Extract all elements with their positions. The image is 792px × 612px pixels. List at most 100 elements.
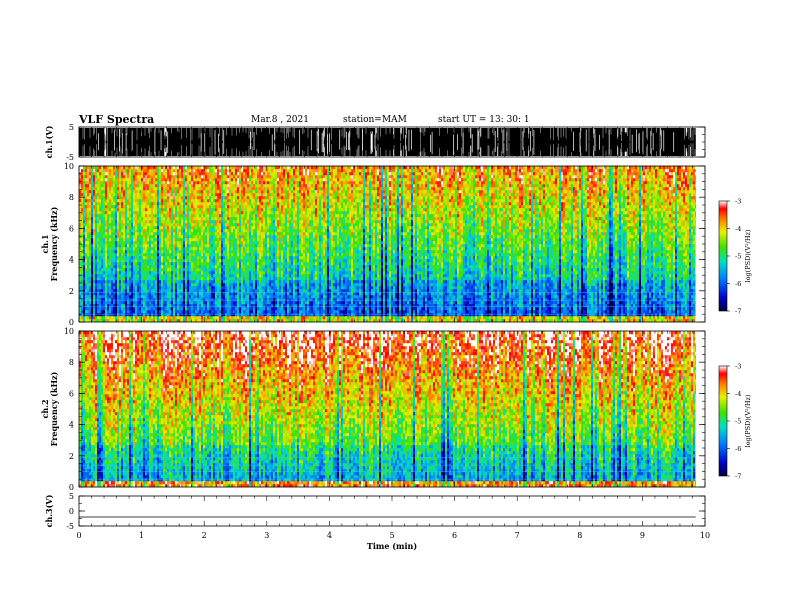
- ch1-spectrogram-cell: [159, 172, 162, 176]
- ch1-spectrogram-cell: [197, 196, 200, 200]
- ch1-spectrogram-cell: [83, 205, 86, 209]
- ch1-spectrogram-cell: [179, 250, 182, 254]
- ch1-spectrogram-cell: [237, 187, 240, 191]
- ch1-spectrogram-cell: [263, 181, 266, 185]
- ch1-spectrogram-cell: [171, 187, 174, 191]
- ch1-spectrogram-cell: [137, 277, 140, 281]
- ch1-spectrogram-cell: [205, 265, 208, 269]
- ch1-spectrogram-cell: [141, 241, 144, 245]
- ch1-spectrogram-cell: [261, 295, 264, 299]
- ch1-spectrogram-cell: [223, 196, 226, 200]
- ch1-spectrogram-cell: [159, 298, 162, 302]
- ch1-spectrogram-cell: [145, 196, 148, 200]
- ch1-spectrogram-cell: [137, 232, 140, 236]
- ch1-spectrogram-cell: [83, 175, 86, 179]
- ch1-spectrogram-cell: [101, 172, 104, 176]
- ch1-spectrogram-cell: [231, 226, 234, 230]
- ch1-spectrogram-cell: [109, 202, 112, 206]
- ch1-spectrogram-cell: [133, 241, 136, 245]
- ch1-spectrogram-cell: [203, 178, 206, 182]
- ch1-spectrogram-cell: [229, 202, 232, 206]
- ch1-spectrogram-cell: [95, 199, 98, 203]
- ch1-spectrogram-cell: [265, 199, 268, 203]
- ch1-spectrogram-cell: [151, 193, 154, 197]
- ch1-spectrogram-cell: [221, 235, 224, 239]
- ch1-spectrogram-cell: [91, 298, 94, 302]
- ch1-spectrogram-cell: [83, 268, 86, 272]
- ch1-spectrogram-cell: [123, 301, 126, 305]
- ch1-spectrogram-cell: [163, 166, 166, 170]
- ch1-spectrogram-cell: [131, 304, 134, 308]
- ch1-spectrogram-cell: [135, 217, 138, 221]
- ch1-spectrogram-cell: [193, 223, 196, 227]
- ch1-spectrogram-cell: [217, 217, 220, 221]
- ch1-spectrogram-cell: [173, 169, 176, 173]
- ch1-spectrogram-cell: [193, 205, 196, 209]
- ch1-spectrogram-cell: [215, 238, 218, 242]
- ch1-spectrogram-cell: [263, 193, 266, 197]
- ch1-spectrogram-cell: [235, 193, 238, 197]
- ch1-spectrogram-cell: [257, 292, 260, 296]
- ch1-spectrogram-cell: [241, 187, 244, 191]
- ch1-spectrogram-cell: [85, 250, 88, 254]
- ch1-spectrogram-cell: [171, 280, 174, 284]
- ch1-spectrogram-cell: [227, 271, 230, 275]
- ch1-spectrogram-cell: [205, 259, 208, 263]
- ch1-spectrogram-cell: [207, 184, 210, 188]
- ch1-spectrogram-cell: [145, 217, 148, 221]
- ch1-spectrogram-cell: [115, 289, 118, 293]
- ch1-spectrogram-cell: [221, 286, 224, 290]
- ch1-spectrogram-cell: [149, 238, 152, 242]
- ch1-spectrogram-cell: [149, 286, 152, 290]
- ch1-spectrogram-cell: [177, 232, 180, 236]
- ch1-spectrogram-cell: [137, 253, 140, 257]
- ch1-spectrogram-cell: [173, 238, 176, 242]
- ch1-spectrogram-cell: [141, 301, 144, 305]
- ch1-spectrogram-cell: [173, 307, 176, 311]
- ch1-spectrogram-cell: [97, 220, 100, 224]
- ch1-spectrogram-cell: [195, 271, 198, 275]
- ch1-spectrogram-cell: [81, 175, 84, 179]
- ch1-spectrogram-cell: [157, 229, 160, 233]
- ch1-spectrogram-cell: [93, 313, 96, 317]
- ch1-spectrogram-cell: [163, 304, 166, 308]
- ch1-spectrogram-cell: [159, 277, 162, 281]
- ch1-spectrogram-cell: [209, 217, 212, 221]
- ch1-spectrogram-cell: [125, 244, 128, 248]
- ch1-spectrogram-cell: [87, 235, 90, 239]
- ch1-spectrogram-cell: [187, 211, 190, 215]
- ch1-spectrogram-cell: [91, 202, 94, 206]
- ch1-spectrogram-cell: [133, 286, 136, 290]
- ch1-spectrogram-cell: [167, 178, 170, 182]
- ch1-spectrogram-cell: [149, 169, 152, 173]
- ch1-spectrogram-cell: [183, 289, 186, 293]
- ch1-spectrogram-cell: [143, 208, 146, 212]
- ch1-spectrogram-cell: [127, 289, 130, 293]
- ch1-spectrogram-cell: [235, 307, 238, 311]
- ch1-spectrogram-cell: [79, 187, 82, 191]
- ch1-spectrogram-cell: [209, 286, 212, 290]
- ch1-spectrogram-cell: [255, 205, 258, 209]
- ch1-spectrogram-cell: [215, 286, 218, 290]
- ch1-spectrogram-cell: [131, 247, 134, 251]
- ch1-spectrogram-cell: [195, 220, 198, 224]
- ch1-spectrogram-cell: [209, 310, 212, 314]
- ch1-spectrogram-cell: [183, 205, 186, 209]
- ch1-spectrogram-cell: [89, 277, 92, 281]
- ch1-spectrogram-cell: [241, 199, 244, 203]
- ch1-spectrogram-cell: [255, 241, 258, 245]
- ch1-spectrogram-cell: [241, 208, 244, 212]
- ch1-spectrogram-cell: [199, 229, 202, 233]
- ch1-spectrogram-cell: [103, 241, 106, 245]
- ch1-spectrogram-cell: [153, 208, 156, 212]
- ch1-spectrogram-cell: [81, 280, 84, 284]
- ch1-spectrogram-cell: [245, 286, 248, 290]
- ch1-spectrogram-cell: [259, 208, 262, 212]
- ch1-spectrogram-cell: [121, 166, 124, 170]
- ch1-spectrogram-cell: [265, 298, 268, 302]
- ch1-spectrogram-cell: [227, 205, 230, 209]
- ch1-spectrogram-cell: [223, 265, 226, 269]
- ch1-spectrogram-cell: [117, 238, 120, 242]
- ch1-spectrogram-cell: [165, 217, 168, 221]
- ch1-spectrogram-cell: [207, 247, 210, 251]
